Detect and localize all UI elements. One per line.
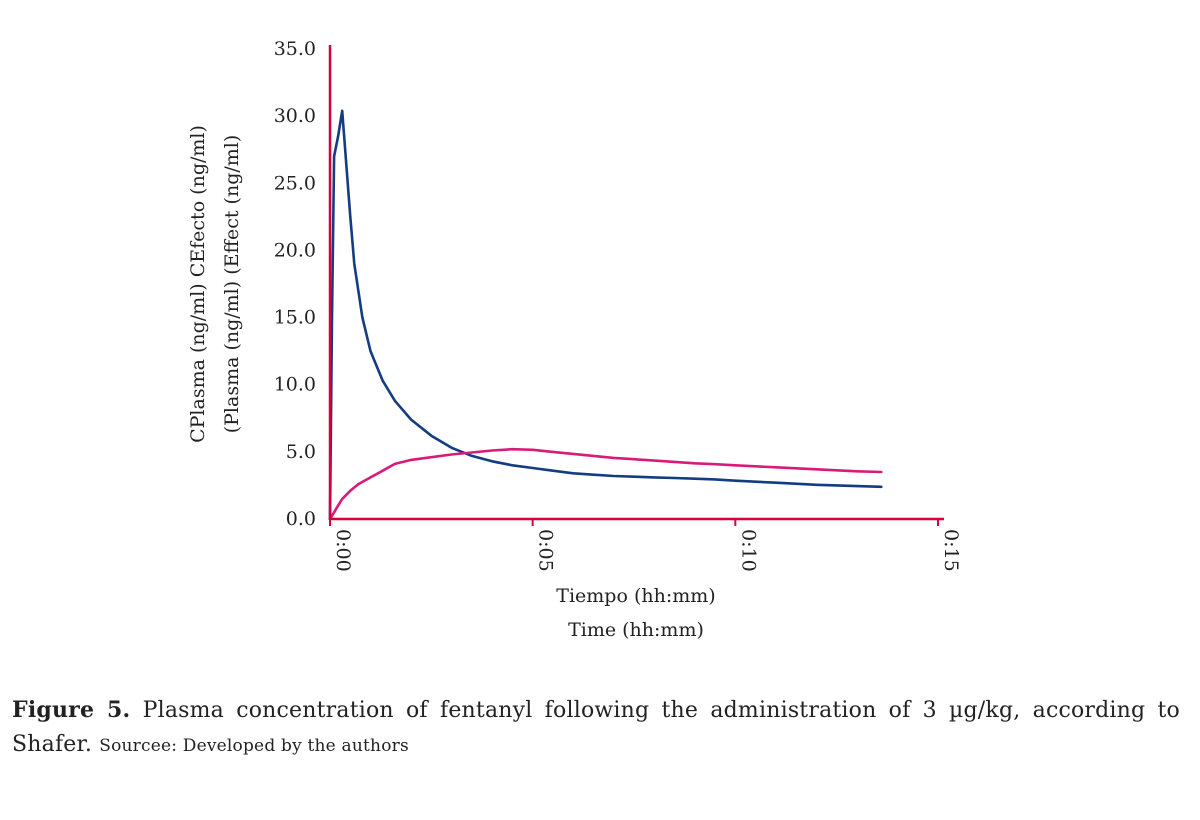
y-tick-label: 5.0 xyxy=(286,441,316,463)
y-tick-label: 30.0 xyxy=(274,105,316,127)
y-tick-label: 0.0 xyxy=(286,508,316,530)
y-tick-label: 25.0 xyxy=(274,172,316,194)
y-tick-label: 15.0 xyxy=(274,307,316,329)
y-axis-label: CPlasma (ng/ml) CEfecto (ng/ml) xyxy=(187,125,209,443)
caption-text: Plasma concentration of fentanyl followi… xyxy=(12,698,1180,757)
x-tick-label: 0:00 xyxy=(332,529,354,572)
axes-layer xyxy=(328,45,944,526)
series-line-0 xyxy=(328,109,883,521)
x-tick-label: 0:15 xyxy=(940,529,962,572)
caption-source: Sourcee: Developed by the authors xyxy=(99,736,409,756)
figure-caption: Figure 5. Plasma concentration of fentan… xyxy=(12,693,1180,763)
text-layer: 0.0 5.0 10.0 15.0 20.0 25.0 30.0 35.0 0:00 0:05 0:… xyxy=(187,38,962,641)
x-axis-label: Tiempo (hh:mm) xyxy=(556,585,715,607)
y-tick-label: 35.0 xyxy=(274,38,316,60)
x-tick-label: 0:05 xyxy=(535,529,557,572)
series-line-1 xyxy=(328,447,883,521)
fentanyl-concentration-chart: 0.0 5.0 10.0 15.0 20.0 25.0 30.0 35.0 0:00 0:05 0:… xyxy=(187,38,962,641)
y-axis-label: (Plasma (ng/ml) (Effect (ng/ml) xyxy=(221,135,243,434)
x-tick-label: 0:10 xyxy=(737,529,759,572)
y-tick-label: 20.0 xyxy=(274,239,316,261)
y-tick-label: 10.0 xyxy=(274,374,316,396)
series-layer xyxy=(328,109,883,521)
caption-label: Figure 5. xyxy=(12,697,131,723)
x-axis-label: Time (hh:mm) xyxy=(568,619,704,641)
